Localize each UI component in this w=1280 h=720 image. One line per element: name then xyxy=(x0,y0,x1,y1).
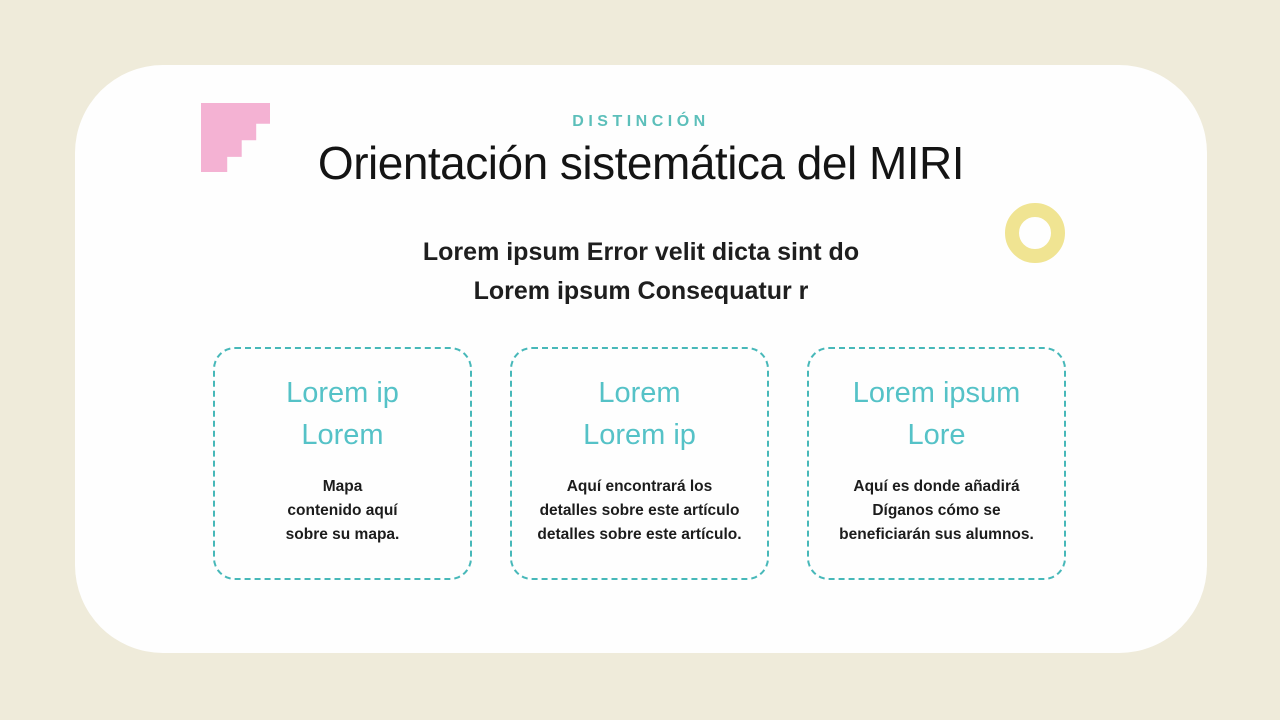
yellow-ring-shape xyxy=(1005,203,1065,263)
card-2-body: Aquí encontrará los detalles sobre este … xyxy=(537,478,742,543)
card-1: Lorem ip Lorem Mapa contenido aquí sobre… xyxy=(213,347,472,580)
subtitle-line-1: Lorem ipsum Error velit dicta sint do xyxy=(422,238,860,266)
subtitle-line-2: Lorem ipsum Consequatur r xyxy=(473,277,809,305)
card-1-body: Mapa contenido aquí sobre su mapa. xyxy=(285,478,400,543)
card-2: Lorem Lorem ip Aquí encontrará los detal… xyxy=(510,347,769,580)
card-2-heading: Lorem Lorem ip xyxy=(583,377,696,451)
kicker-label: DISTINCIÓN xyxy=(572,113,710,130)
slide-title: Orientación sistemática del MIRI xyxy=(317,137,965,189)
card-1-heading: Lorem ip Lorem xyxy=(286,377,399,451)
card-row: Lorem ip Lorem Mapa contenido aquí sobre… xyxy=(213,347,1066,580)
slide-subtitle: Lorem ipsum Error velit dicta sint do Lo… xyxy=(75,233,1207,311)
card-3-heading: Lorem ipsum Lore xyxy=(852,377,1021,451)
card-3: Lorem ipsum Lore Aquí es donde añadirá D… xyxy=(807,347,1066,580)
card-3-body: Aquí es donde añadirá Díganos cómo se be… xyxy=(839,478,1034,543)
